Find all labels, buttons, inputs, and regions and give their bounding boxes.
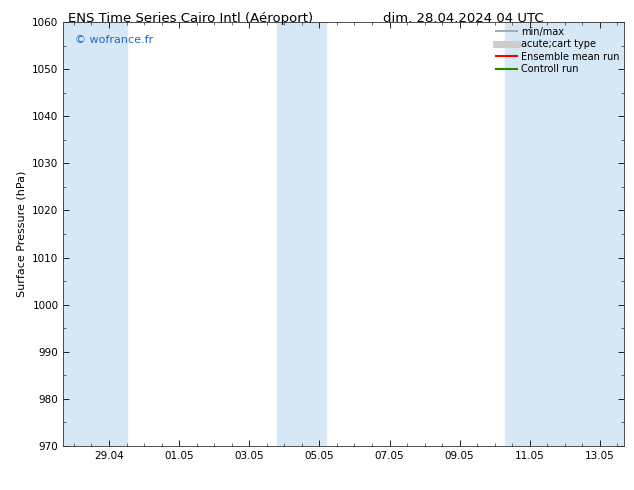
Y-axis label: Surface Pressure (hPa): Surface Pressure (hPa) — [16, 171, 27, 297]
Text: ENS Time Series Cairo Intl (Aéroport): ENS Time Series Cairo Intl (Aéroport) — [68, 12, 313, 25]
Bar — [505, 22, 624, 446]
Text: dim. 28.04.2024 04 UTC: dim. 28.04.2024 04 UTC — [382, 12, 543, 25]
Bar — [63, 22, 127, 446]
Bar — [277, 22, 327, 446]
Text: © wofrance.fr: © wofrance.fr — [75, 35, 153, 45]
Legend: min/max, acute;cart type, Ensemble mean run, Controll run: min/max, acute;cart type, Ensemble mean … — [493, 24, 623, 77]
